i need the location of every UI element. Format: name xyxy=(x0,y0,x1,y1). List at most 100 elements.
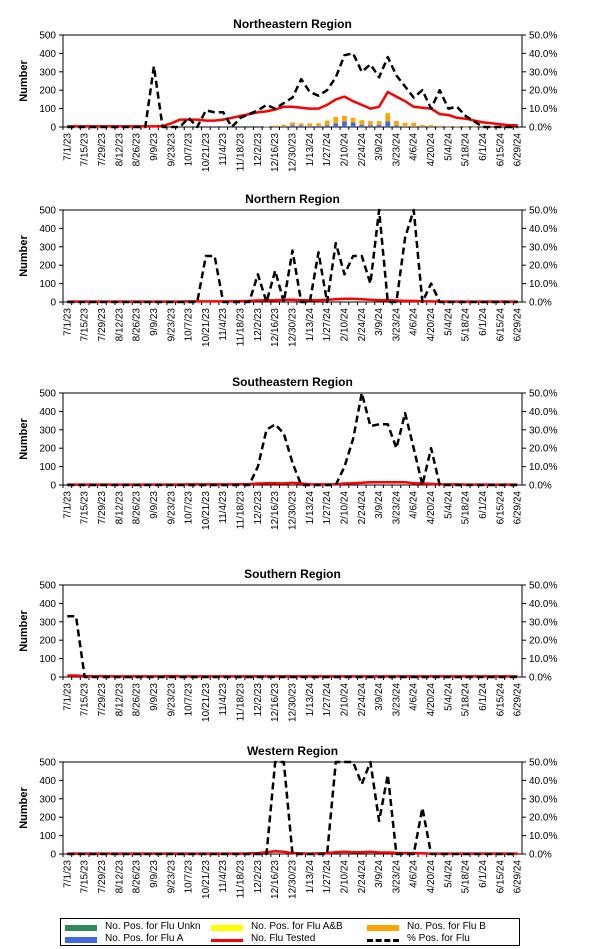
x-tick-label: 7/29/23 xyxy=(97,308,108,342)
bar-flu-a xyxy=(350,122,356,127)
x-tick-label: 6/1/24 xyxy=(478,308,489,336)
x-tick-label: 12/16/23 xyxy=(270,860,281,899)
bar-flu-b xyxy=(359,120,365,125)
y2-tick-label: 0.0% xyxy=(529,673,552,684)
x-tick-label: 9/23/23 xyxy=(166,133,177,167)
x-tick-label: 6/15/24 xyxy=(495,683,506,717)
x-tick-label: 3/9/24 xyxy=(374,491,385,519)
chart-title: Northern Region xyxy=(245,192,340,206)
x-tick-label: 6/29/24 xyxy=(513,133,524,167)
y2-tick-label: 50.0% xyxy=(529,389,557,400)
x-tick-label: 11/4/23 xyxy=(218,308,229,341)
legend-swatch-ab xyxy=(211,925,243,931)
bar-flu-b xyxy=(316,123,321,126)
x-tick-label: 10/7/23 xyxy=(184,308,195,342)
x-tick-label: 10/21/23 xyxy=(201,133,212,172)
x-tick-label: 1/27/24 xyxy=(322,491,333,525)
x-tick-label: 2/24/24 xyxy=(357,860,368,894)
x-tick-label: 3/9/24 xyxy=(374,860,385,888)
plot-area xyxy=(62,584,523,678)
y-tick-label: 100 xyxy=(39,462,56,473)
plot-area xyxy=(62,761,523,855)
x-tick-label: 12/30/23 xyxy=(288,133,299,172)
x-tick-label: 6/29/24 xyxy=(513,860,524,894)
x-tick-label: 2/10/24 xyxy=(339,133,350,167)
legend-label-a: No. Pos. for Flu A xyxy=(105,933,184,944)
chart-title: Southern Region xyxy=(244,567,341,581)
x-tick-label: 2/24/24 xyxy=(357,308,368,342)
y-tick-label: 400 xyxy=(39,599,56,610)
x-tick-label: 9/23/23 xyxy=(166,308,177,342)
bar-flu-a xyxy=(446,126,451,128)
x-tick-label: 12/30/23 xyxy=(288,860,299,899)
y-axis-title: Number xyxy=(18,610,30,652)
y2-tick-label: 40.0% xyxy=(529,776,557,787)
y2-tick-label: 30.0% xyxy=(529,617,557,628)
y-tick-label: 300 xyxy=(39,617,56,628)
x-tick-label: 5/18/24 xyxy=(461,133,472,167)
bar-flu-a xyxy=(437,126,443,128)
x-tick-label: 11/18/23 xyxy=(236,683,247,722)
y2-tick-label: 40.0% xyxy=(529,599,557,610)
x-tick-label: 8/26/23 xyxy=(132,683,143,717)
y-tick-label: 300 xyxy=(39,242,56,253)
x-tick-label: 10/21/23 xyxy=(201,860,212,899)
y2-tick-label: 50.0% xyxy=(529,206,557,217)
bar-flu-b xyxy=(446,126,451,127)
x-tick-label: 10/7/23 xyxy=(184,491,195,525)
bar-flu-b xyxy=(290,122,295,126)
x-tick-label: 2/24/24 xyxy=(357,683,368,717)
bar-flu-a xyxy=(272,126,278,128)
chart-panel: Southern Region 0 100 200 300 400 500 0.0% 10.0%… xyxy=(18,567,557,722)
x-tick-label: 10/21/23 xyxy=(201,491,212,530)
x-tick-label: 6/15/24 xyxy=(495,308,506,342)
bar-flu-b xyxy=(454,126,460,128)
y2-tick-label: 10.0% xyxy=(529,462,557,473)
x-tick-label: 7/15/23 xyxy=(80,133,91,167)
bar-flu-b xyxy=(428,125,434,127)
y-tick-label: 200 xyxy=(39,444,56,455)
x-tick-label: 4/6/24 xyxy=(409,683,420,711)
y2-tick-label: 50.0% xyxy=(529,581,557,592)
y-tick-label: 0 xyxy=(50,481,56,492)
series-line-pct-positive xyxy=(67,52,518,129)
x-tick-label: 1/13/24 xyxy=(305,860,316,894)
x-tick-label: 9/9/23 xyxy=(149,683,160,711)
x-tick-label: 5/18/24 xyxy=(461,308,472,342)
x-tick-label: 8/12/23 xyxy=(114,491,125,525)
y-tick-label: 500 xyxy=(39,758,56,769)
x-tick-label: 11/18/23 xyxy=(236,491,247,530)
y2-tick-label: 40.0% xyxy=(529,407,557,418)
y-tick-label: 100 xyxy=(39,654,56,665)
x-tick-label: 2/10/24 xyxy=(339,683,350,717)
x-tick-label: 6/1/24 xyxy=(478,133,489,161)
series-line-flu-tested xyxy=(67,90,518,128)
y2-tick-label: 30.0% xyxy=(529,242,557,253)
bar-flu-b xyxy=(324,120,330,126)
x-tick-label: 12/16/23 xyxy=(270,133,281,172)
x-tick-label: 11/4/23 xyxy=(218,133,229,166)
x-tick-label: 2/10/24 xyxy=(339,308,350,342)
x-tick-label: 8/26/23 xyxy=(132,860,143,894)
chart-panel: Western Region 0 100 200 300 400 500 0.0% 10.0% 2… xyxy=(18,744,557,899)
y2-tick-label: 0.0% xyxy=(529,298,552,309)
bar-flu-a xyxy=(420,126,425,128)
x-tick-label: 9/9/23 xyxy=(149,491,160,519)
chart-title: Northeastern Region xyxy=(233,17,352,31)
x-tick-label: 3/23/24 xyxy=(391,683,402,717)
x-tick-label: 9/23/23 xyxy=(166,683,177,717)
y2-tick-label: 40.0% xyxy=(529,49,557,60)
y-tick-label: 200 xyxy=(39,86,56,97)
y2-tick-label: 10.0% xyxy=(529,654,557,665)
bar-flu-b xyxy=(333,116,339,124)
y-tick-label: 0 xyxy=(50,673,56,684)
x-tick-label: 7/1/23 xyxy=(62,133,73,161)
x-tick-label: 8/12/23 xyxy=(114,860,125,894)
y2-tick-label: 20.0% xyxy=(529,444,557,455)
chart-panel: Northern Region 0 100 200 300 400 500 0.0% 10.0%… xyxy=(18,192,557,347)
x-tick-label: 1/13/24 xyxy=(305,308,316,342)
x-tick-label: 11/18/23 xyxy=(236,308,247,347)
bar-flu-a xyxy=(428,126,434,128)
bar-flu-a xyxy=(281,126,287,127)
y2-tick-label: 50.0% xyxy=(529,758,557,769)
